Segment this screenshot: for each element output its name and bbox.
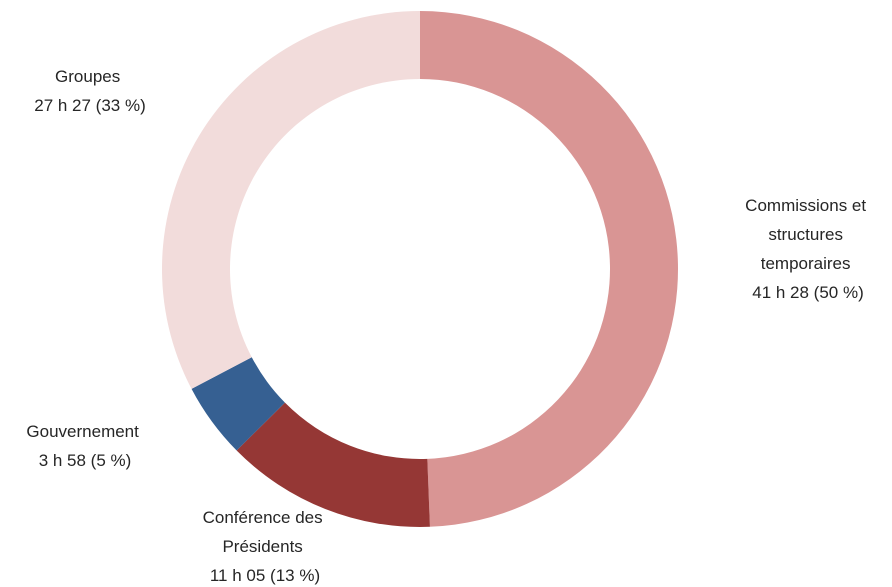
slice-conference [236, 402, 430, 528]
label-conference: Conférence des Présidents 11 h 05 (13 %) [203, 508, 328, 585]
slice-commissions [420, 11, 679, 527]
label-groupes: Groupes 27 h 27 (33 %) [34, 67, 146, 115]
slice-gouvernement [191, 357, 285, 451]
slice-groupes [161, 11, 420, 389]
label-commissions: Commissions et structures temporaires 41… [745, 196, 871, 302]
label-gouvernement: Gouvernement 3 h 58 (5 %) [26, 422, 143, 470]
